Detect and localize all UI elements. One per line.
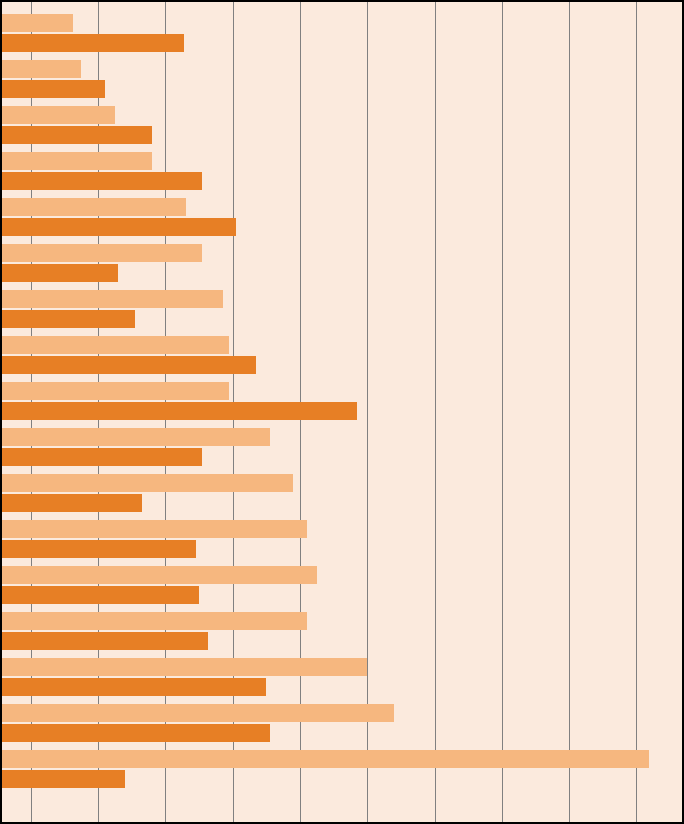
bar-series-b xyxy=(2,632,208,650)
bar-series-a xyxy=(2,658,367,676)
bar-series-a xyxy=(2,152,152,170)
bar-series-a xyxy=(2,244,202,262)
bar-series-b xyxy=(2,356,256,374)
gridline xyxy=(502,2,503,822)
bar-series-a xyxy=(2,198,186,216)
bar-series-a xyxy=(2,704,394,722)
chart-frame xyxy=(0,0,684,824)
plot-area xyxy=(2,2,682,822)
bar-series-b xyxy=(2,448,202,466)
bar-series-b xyxy=(2,494,142,512)
bar-series-b xyxy=(2,218,236,236)
bar-series-a xyxy=(2,750,649,768)
bar-series-b xyxy=(2,80,105,98)
bar-series-b xyxy=(2,678,266,696)
bar-series-b xyxy=(2,402,357,420)
bar-series-a xyxy=(2,612,307,630)
gridline xyxy=(569,2,570,822)
bar-series-a xyxy=(2,290,223,308)
bar-series-a xyxy=(2,382,229,400)
bar-series-b xyxy=(2,172,202,190)
bar-series-a xyxy=(2,60,81,78)
bar-series-b xyxy=(2,264,118,282)
bar-series-b xyxy=(2,540,196,558)
bar-series-b xyxy=(2,310,135,328)
bar-series-b xyxy=(2,34,184,52)
bar-series-b xyxy=(2,586,199,604)
bar-series-b xyxy=(2,724,270,742)
bar-series-b xyxy=(2,770,125,788)
bar-series-a xyxy=(2,336,229,354)
gridline xyxy=(435,2,436,822)
bar-series-a xyxy=(2,14,73,32)
bar-series-a xyxy=(2,566,317,584)
bar-series-a xyxy=(2,520,307,538)
bar-series-b xyxy=(2,126,152,144)
bar-series-a xyxy=(2,474,293,492)
gridline xyxy=(367,2,368,822)
bar-series-a xyxy=(2,428,270,446)
bar-series-a xyxy=(2,106,115,124)
gridline xyxy=(636,2,637,822)
